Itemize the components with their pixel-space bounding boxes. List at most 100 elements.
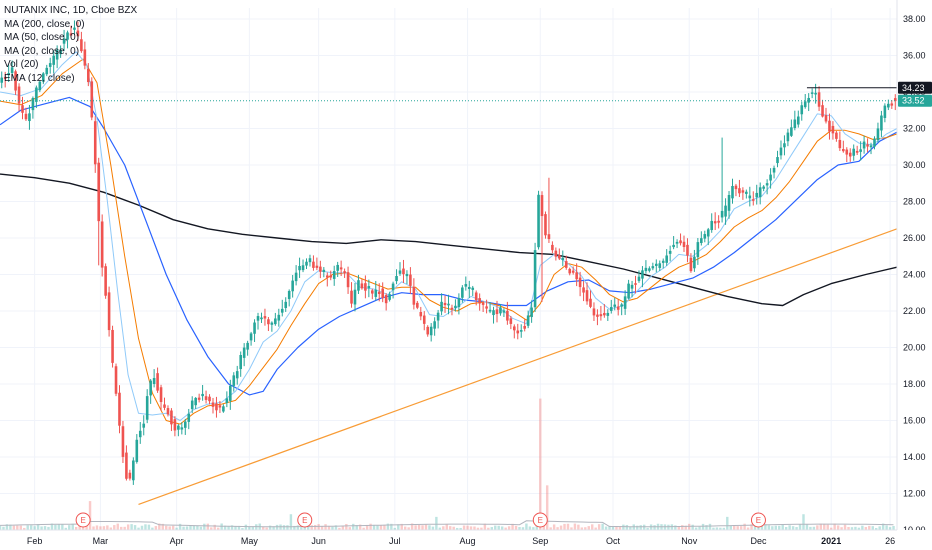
candle-body <box>24 113 28 120</box>
y-tick-label: 32.00 <box>903 123 926 133</box>
candle-body <box>256 316 260 321</box>
candle-body <box>751 199 755 201</box>
candle-body <box>630 284 634 289</box>
candle-body <box>118 392 121 426</box>
candle-body <box>568 268 572 274</box>
candle-body <box>454 305 457 308</box>
candle-body <box>641 270 644 279</box>
candle-body <box>249 333 253 341</box>
candle-body <box>253 322 256 334</box>
volume-bar <box>376 525 379 530</box>
candle-body <box>616 306 620 310</box>
candle-body <box>239 355 242 370</box>
candle-body <box>270 322 274 325</box>
trendline[interactable] <box>138 228 898 505</box>
volume-bar <box>213 524 216 530</box>
volume-bar <box>230 525 234 530</box>
earnings-label: E <box>538 516 543 525</box>
volume-bar <box>694 527 698 530</box>
volume-bar <box>435 516 438 530</box>
x-tick-label: Sep <box>532 536 548 546</box>
volume-bar <box>629 526 632 530</box>
candle-body <box>142 423 146 428</box>
volume-bar <box>455 527 459 530</box>
volume-bar <box>424 524 428 530</box>
candle-body <box>731 186 734 199</box>
volume-bar <box>829 527 833 530</box>
candle-body <box>38 81 42 91</box>
candle-body <box>159 387 163 403</box>
volume-bar <box>570 527 573 530</box>
volume-bar <box>622 524 625 530</box>
candle-body <box>873 138 876 147</box>
candle-body <box>637 276 641 281</box>
volume-bar <box>40 526 43 530</box>
volume-bar <box>778 525 781 530</box>
volume-bar <box>282 525 286 530</box>
volume-bar <box>358 524 362 530</box>
candle-body <box>305 261 308 266</box>
candle-body <box>391 283 395 291</box>
volume-bar <box>171 525 175 530</box>
candle-body <box>350 290 353 304</box>
candle-body <box>260 317 263 320</box>
volume-bar <box>715 527 719 530</box>
volume-bar <box>840 527 843 530</box>
candle-body <box>177 425 180 430</box>
volume-bar <box>313 524 317 530</box>
volume-bar <box>175 527 178 530</box>
volume-bar <box>431 526 435 530</box>
x-tick-label: Feb <box>27 536 43 546</box>
volume-bar <box>0 525 2 530</box>
candle-body <box>364 283 367 291</box>
y-tick-label: 38.00 <box>903 14 926 24</box>
volume-bar <box>549 527 552 530</box>
candle-body <box>402 268 405 275</box>
price-tags: 34.23 33.52 <box>898 81 932 107</box>
volume-bar <box>407 527 410 530</box>
volume-bar <box>438 527 442 530</box>
candle-body <box>450 307 454 310</box>
volume-bar <box>81 527 85 530</box>
candle-body <box>440 301 443 312</box>
volume-bar <box>303 526 306 530</box>
candle-body <box>786 132 790 142</box>
volume-bar <box>525 523 528 530</box>
volume-bar <box>161 523 164 530</box>
volume-bar <box>88 501 92 530</box>
volume-bar <box>597 524 601 530</box>
candle-body <box>513 326 516 331</box>
candle-body <box>76 30 80 37</box>
candle-body <box>128 472 132 479</box>
earnings-marker <box>75 512 91 528</box>
volume-bar <box>888 527 892 530</box>
candle-body <box>201 393 204 397</box>
candle-body <box>582 287 585 293</box>
candle-body <box>367 286 371 289</box>
candle-body <box>208 396 211 402</box>
candle-body <box>0 77 4 83</box>
volume-bar <box>421 525 424 530</box>
volume-bar <box>642 524 646 530</box>
volume-bar <box>147 524 151 530</box>
horizontal-line[interactable] <box>0 87 897 102</box>
volume-bar <box>698 526 701 530</box>
volume-bar <box>410 523 414 530</box>
candle-body <box>481 302 485 305</box>
volume-bar <box>78 524 81 530</box>
volume-bar <box>819 523 823 530</box>
volume-bar <box>826 524 829 530</box>
earnings-marker <box>750 512 766 528</box>
volume-bar <box>310 525 313 530</box>
volume-bar <box>92 526 95 530</box>
candle-body <box>506 310 509 321</box>
volume-bar <box>383 525 386 530</box>
volume-bar <box>587 526 590 530</box>
volume-bar <box>843 524 847 530</box>
candle-body <box>495 309 499 315</box>
volume-bar <box>809 526 812 530</box>
volume-bar <box>604 526 608 530</box>
time-axis[interactable]: Feb Mar Apr May Jun Jul Aug Sep Oct Nov Dec 2021 26 <box>0 529 932 550</box>
candle-body <box>197 397 201 400</box>
